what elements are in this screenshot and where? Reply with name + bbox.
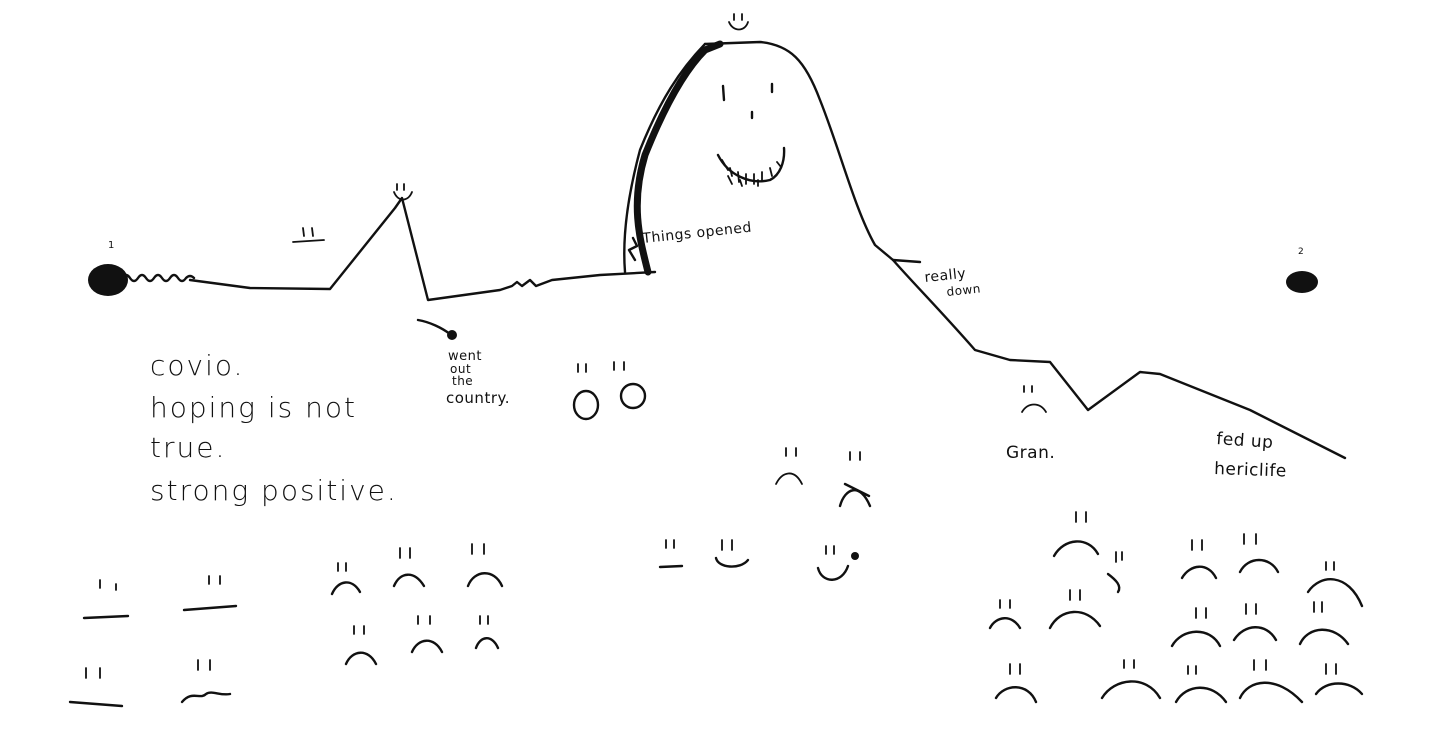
things-opened-label: Things opened bbox=[641, 220, 753, 247]
svg-text:true.: true. bbox=[150, 431, 226, 464]
svg-text:Gran.: Gran. bbox=[1006, 443, 1055, 463]
svg-text:hoping is not: hoping is not bbox=[150, 391, 357, 424]
svg-text:down: down bbox=[946, 281, 982, 299]
svg-text:hericlife: hericlife bbox=[1214, 459, 1287, 482]
right-sad-faces-icon bbox=[988, 511, 1364, 704]
mountain-face bbox=[716, 82, 786, 187]
neutral-face-icon bbox=[292, 227, 325, 243]
svg-text:covio.: covio. bbox=[150, 349, 244, 382]
svg-text:country.: country. bbox=[446, 389, 510, 407]
svg-text:out: out bbox=[450, 362, 471, 376]
end-marker bbox=[1286, 271, 1318, 293]
notes-block: covio. hoping is not true. strong positi… bbox=[150, 349, 398, 507]
surprised-faces-icon bbox=[572, 361, 647, 421]
end-marker-label: 2 bbox=[1298, 247, 1304, 257]
gran-annotation: Gran. bbox=[1006, 385, 1055, 463]
peak-smiley-icon bbox=[728, 13, 749, 31]
middle-left-sad-faces-icon bbox=[330, 543, 504, 666]
left-neutral-faces-icon bbox=[68, 575, 238, 708]
went-out-annotation: went out the country. bbox=[416, 318, 510, 407]
start-marker bbox=[88, 264, 128, 296]
really-down-label: really down bbox=[924, 266, 982, 299]
fed-up-label: fed up hericlife bbox=[1214, 429, 1287, 481]
center-sad-faces-icon bbox=[775, 447, 872, 508]
svg-text:the: the bbox=[452, 374, 473, 388]
first-peak-smiley-icon bbox=[393, 183, 413, 201]
start-marker-label: 1 bbox=[108, 240, 115, 251]
svg-text:went: went bbox=[448, 349, 482, 364]
svg-text:fed up: fed up bbox=[1216, 429, 1274, 453]
svg-text:really: really bbox=[924, 266, 967, 286]
svg-text:strong positive.: strong positive. bbox=[150, 474, 398, 507]
center-mixed-faces-icon bbox=[658, 539, 859, 581]
journey-line: 1 2 bbox=[88, 40, 1347, 460]
